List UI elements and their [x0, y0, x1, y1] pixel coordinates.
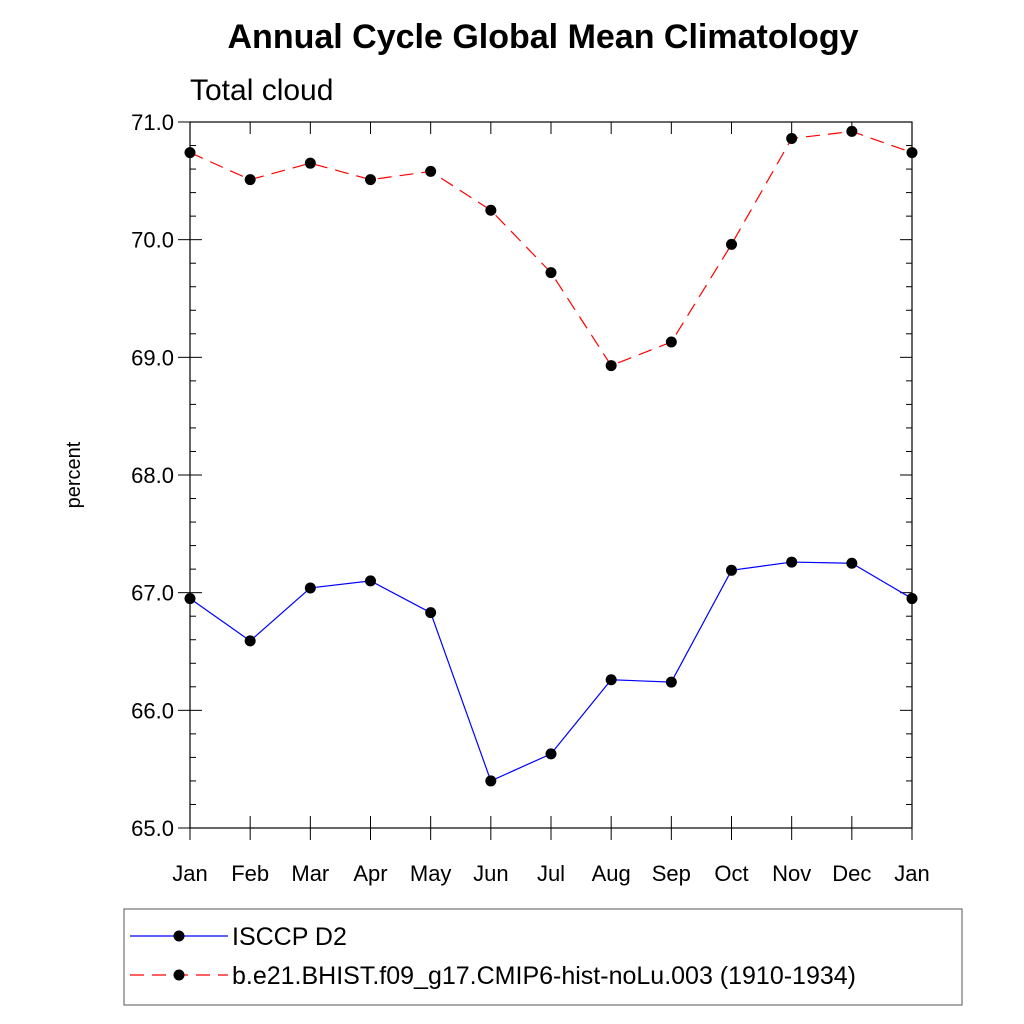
x-tick-label: Sep	[652, 861, 691, 886]
axis-ticks	[178, 121, 913, 840]
x-tick-label: Jan	[172, 861, 207, 886]
legend-label: ISCCP D2	[232, 923, 347, 951]
y-tick-label: 67.0	[131, 581, 174, 606]
legend-label: b.e21.BHIST.f09_g17.CMIP6-hist-noLu.003 …	[232, 962, 856, 990]
data-point	[485, 775, 497, 787]
data-point	[846, 557, 858, 569]
y-tick-label: 65.0	[131, 816, 174, 841]
data-point	[786, 556, 798, 568]
data-point	[304, 582, 316, 594]
data-point	[786, 132, 798, 144]
x-tick-label: Dec	[832, 861, 871, 886]
y-tick-label: 66.0	[131, 698, 174, 723]
x-tick-label: Jul	[537, 861, 565, 886]
data-point	[485, 204, 497, 216]
series-1	[184, 556, 918, 787]
legend-item-2: b.e21.BHIST.f09_g17.CMIP6-hist-noLu.003 …	[130, 962, 856, 990]
y-axis-label: percent	[63, 441, 85, 508]
x-tick-label: Aug	[592, 861, 631, 886]
data-point	[605, 674, 617, 686]
data-point	[365, 174, 376, 186]
data-point	[605, 360, 617, 372]
data-point	[244, 635, 256, 647]
data-point	[425, 607, 437, 619]
y-tick-label: 69.0	[131, 345, 174, 370]
data-point	[545, 748, 557, 760]
series-2	[184, 125, 918, 372]
x-tick-label: Mar	[291, 861, 329, 886]
data-point	[726, 238, 737, 250]
series-line	[189, 561, 913, 782]
data-point	[726, 564, 737, 576]
chart-subtitle: Total cloud	[190, 74, 333, 107]
x-tick-label: Jun	[473, 861, 508, 886]
x-tick-label: Feb	[231, 861, 269, 886]
x-tick-labels: Jan Feb Mar Apr May Jun Jul Aug Sep Oct Nov Dec Jan	[172, 861, 929, 886]
legend-marker	[173, 930, 185, 942]
series-layer	[184, 125, 918, 787]
legend-item-1: ISCCP D2	[130, 923, 347, 951]
series-line	[189, 130, 913, 367]
x-tick-label: Jan	[894, 861, 929, 886]
x-tick-label: May	[410, 861, 452, 886]
legend: ISCCP D2 b.e21.BHIST.f09_g17.CMIP6-hist-n…	[123, 908, 963, 1006]
chart-title: Annual Cycle Global Mean Climatology	[228, 18, 859, 56]
data-point	[545, 267, 557, 279]
data-point	[665, 336, 677, 348]
y-tick-label: 71.0	[131, 110, 174, 135]
data-point	[846, 125, 858, 137]
data-point	[304, 157, 316, 169]
data-point	[365, 575, 376, 587]
y-tick-label: 68.0	[131, 463, 174, 488]
data-point	[665, 676, 677, 688]
legend-marker	[173, 969, 185, 981]
legend-box	[123, 908, 963, 1006]
x-tick-label: Oct	[714, 861, 748, 886]
x-tick-label: Apr	[353, 861, 387, 886]
plot-frame	[189, 121, 913, 829]
data-point	[244, 174, 256, 186]
y-tick-label: 70.0	[131, 228, 174, 253]
data-point	[425, 165, 437, 177]
x-tick-label: Nov	[772, 861, 811, 886]
y-tick-labels: 65.0 66.0 67.0 68.0 69.0 70.0 71.0	[131, 110, 174, 841]
